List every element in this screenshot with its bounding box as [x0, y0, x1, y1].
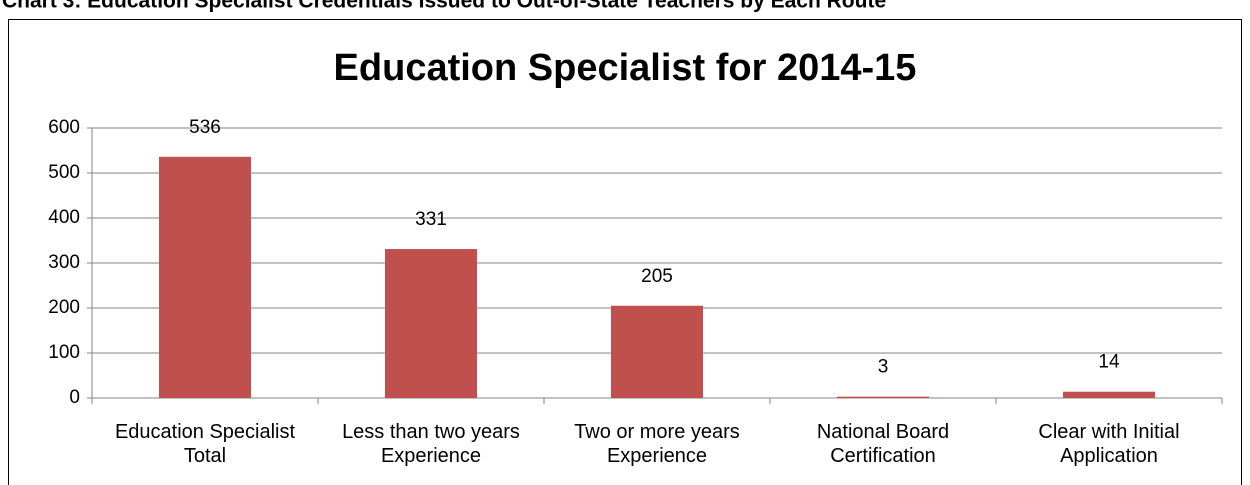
y-tick-label: 500: [48, 162, 80, 183]
x-tick-label: Education Specialist Total: [114, 421, 296, 467]
bar: [611, 305, 703, 398]
x-tick-label: Clear with Initial Application: [1038, 421, 1180, 467]
x-tick-label: National Board Certification: [816, 421, 950, 467]
y-tick-label: 100: [48, 342, 80, 363]
bar: [159, 156, 251, 398]
data-label: 205: [641, 266, 673, 287]
data-label: 536: [189, 117, 221, 138]
data-label: 14: [1098, 352, 1120, 373]
y-tick-label: 200: [48, 297, 80, 318]
x-tick-label: Two or more years Experience: [574, 421, 740, 467]
page-heading: Chart 3: Education Specialist Credential…: [2, 0, 886, 13]
y-tick-label: 300: [48, 252, 80, 273]
chart-title: Education Specialist for 2014-15: [334, 47, 917, 89]
bar: [385, 249, 477, 398]
x-tick-label: Less than two years Experience: [342, 421, 520, 467]
y-tick-label: 600: [48, 117, 80, 138]
y-tick-label: 0: [69, 387, 80, 408]
data-label: 3: [878, 357, 889, 378]
bar: [1063, 391, 1155, 398]
y-tick-label: 400: [48, 207, 80, 228]
data-label: 331: [415, 209, 447, 230]
chart-frame: [8, 19, 1242, 485]
bar: [837, 396, 929, 398]
